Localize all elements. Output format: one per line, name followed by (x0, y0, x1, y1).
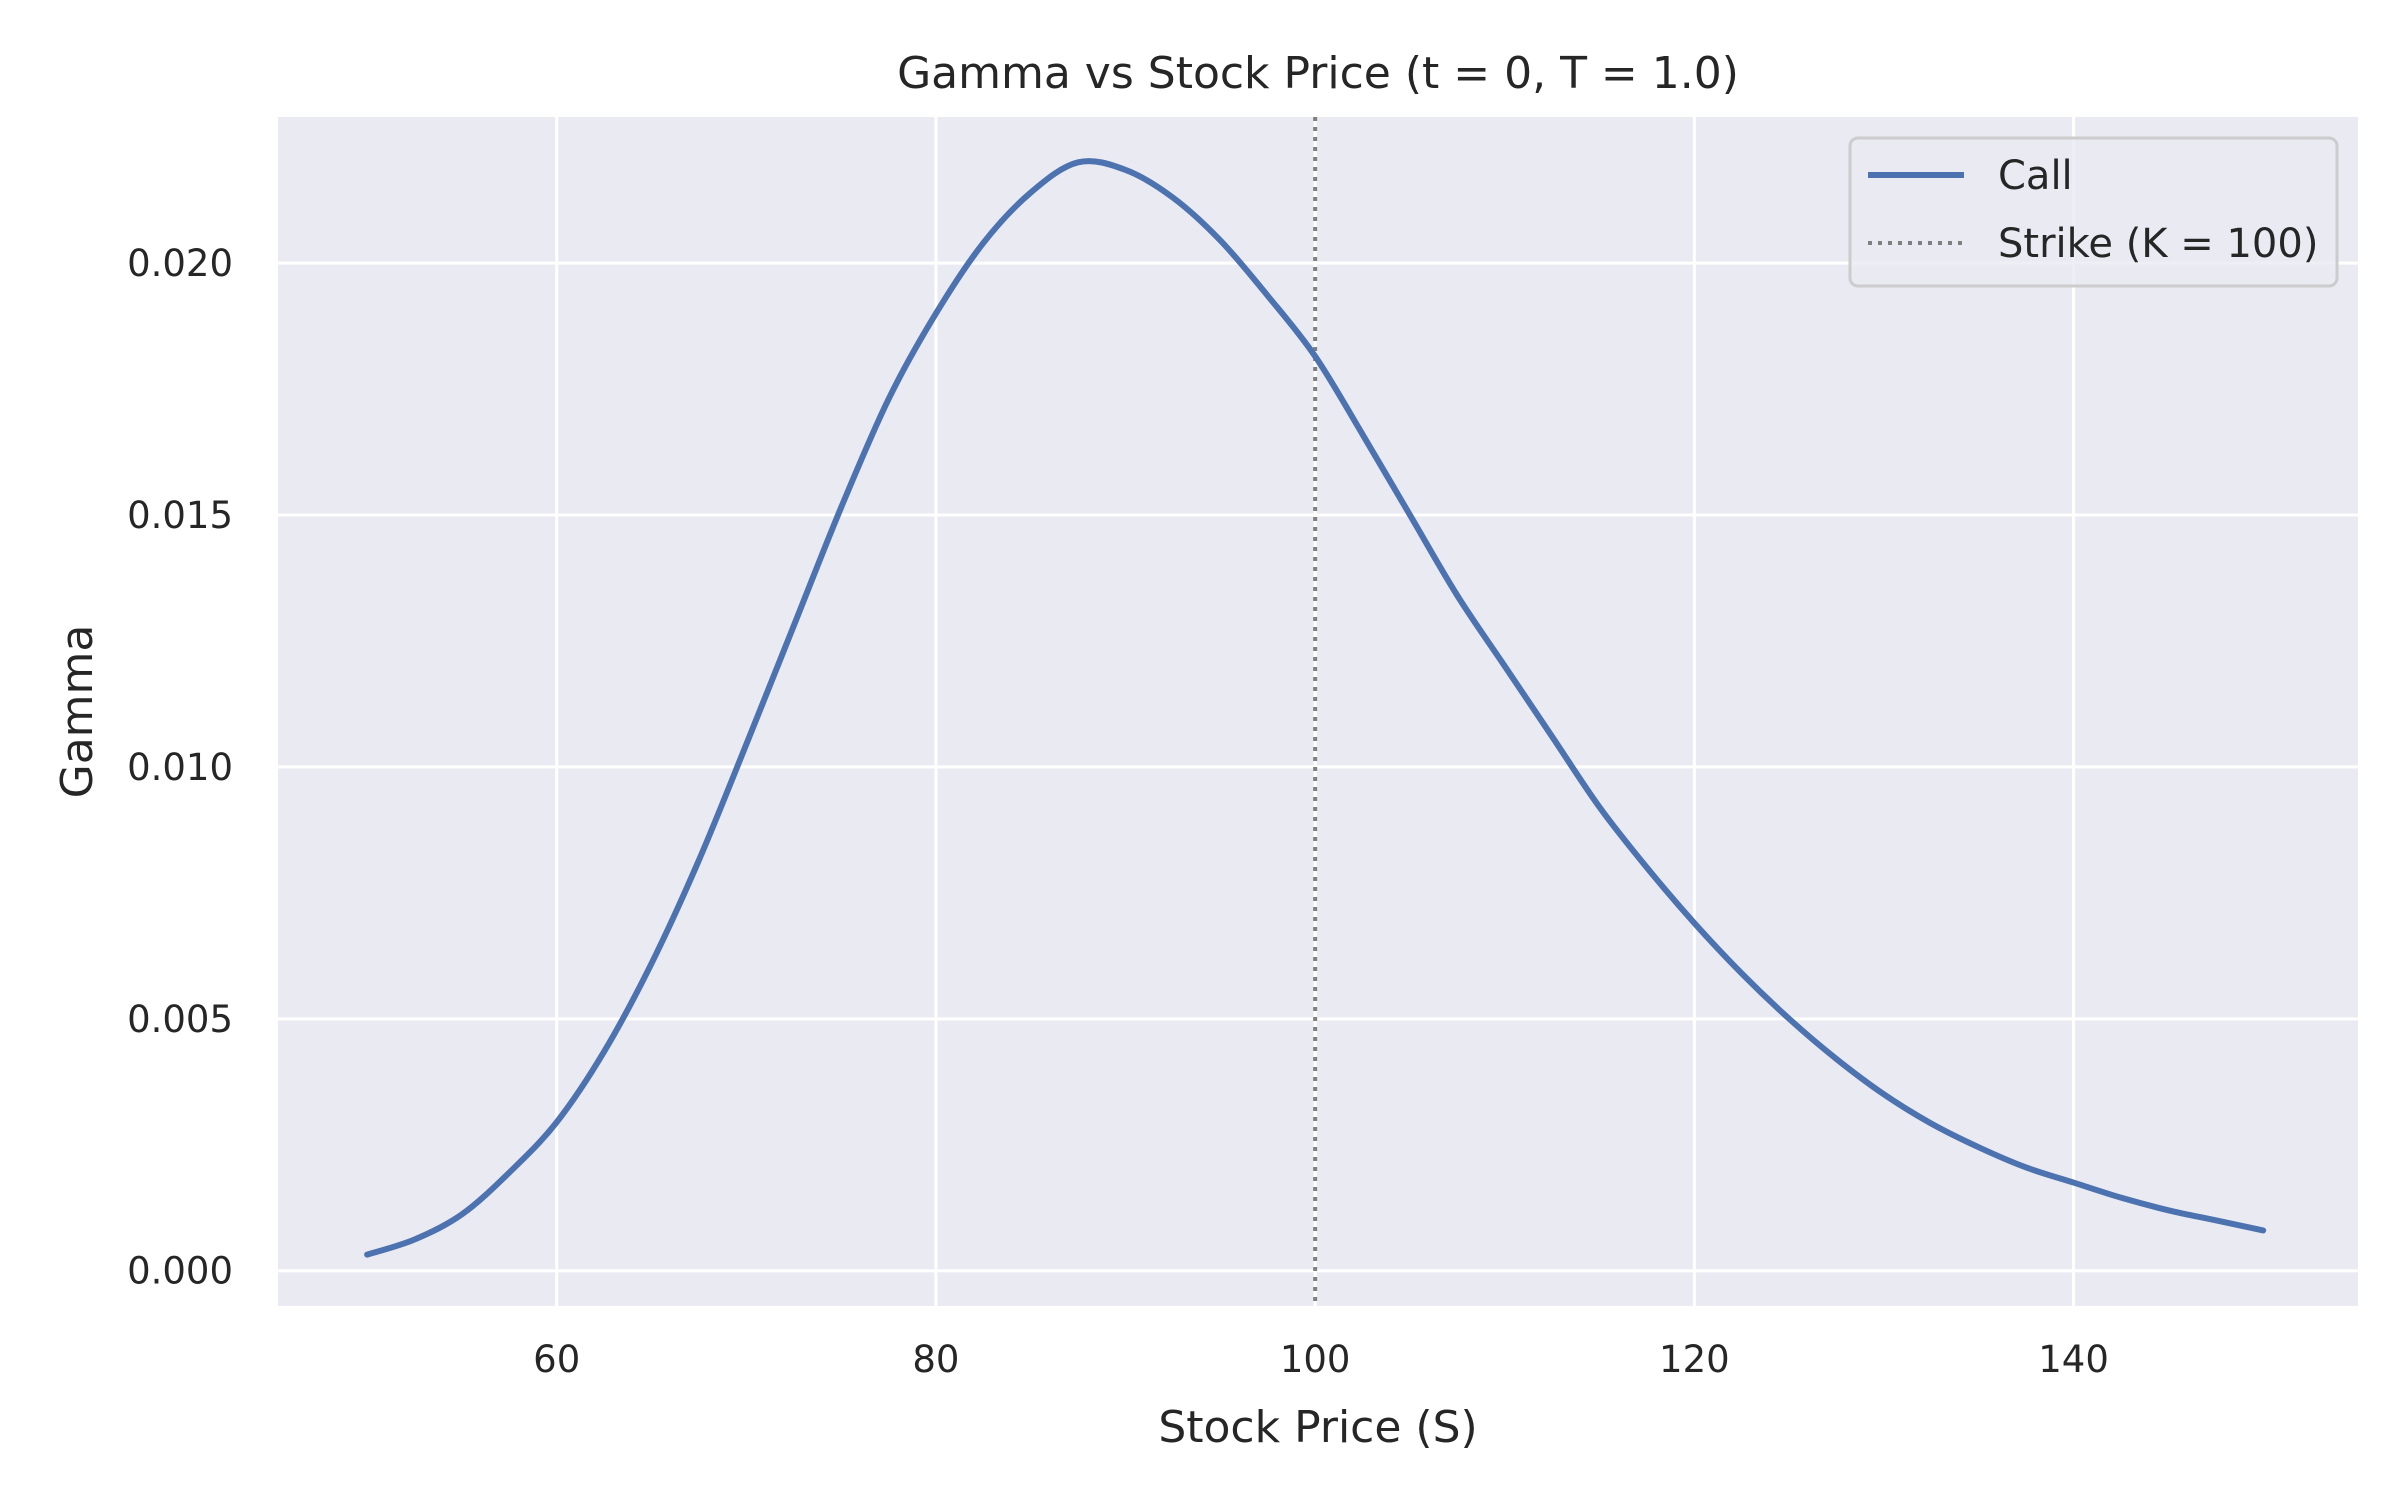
series-line-call (364, 158, 2267, 1258)
chart-title: Gamma vs Stock Price (t = 0, T = 1.0) (897, 48, 1739, 99)
x-tick-label: 60 (533, 1338, 580, 1381)
y-tick-label: 0.015 (127, 494, 233, 537)
y-tick-label: 0.010 (127, 746, 233, 789)
plot-background (278, 117, 2358, 1306)
legend-box (1848, 136, 2339, 288)
y-tick-label: 0.020 (127, 242, 233, 285)
y-axis-title: Gamma (52, 625, 103, 799)
x-tick-label: 100 (1280, 1338, 1351, 1381)
x-tick-labels: 60 80 100 120 140 (533, 1338, 2109, 1381)
x-axis-title: Stock Price (S) (1158, 1402, 1477, 1453)
legend: Call Strike (K = 100) (1848, 136, 2339, 288)
x-tick-label: 140 (2038, 1338, 2109, 1381)
legend-label-strike: Strike (K = 100) (1998, 221, 2318, 267)
x-tick-label: 120 (1659, 1338, 1730, 1381)
series-layer (364, 158, 2267, 1258)
x-tick-label: 80 (912, 1338, 959, 1381)
y-tick-label: 0.000 (127, 1250, 233, 1293)
legend-label-call: Call (1998, 153, 2073, 199)
y-tick-labels: 0.000 0.005 0.010 0.015 0.020 (127, 242, 233, 1293)
y-tick-label: 0.005 (127, 998, 233, 1041)
